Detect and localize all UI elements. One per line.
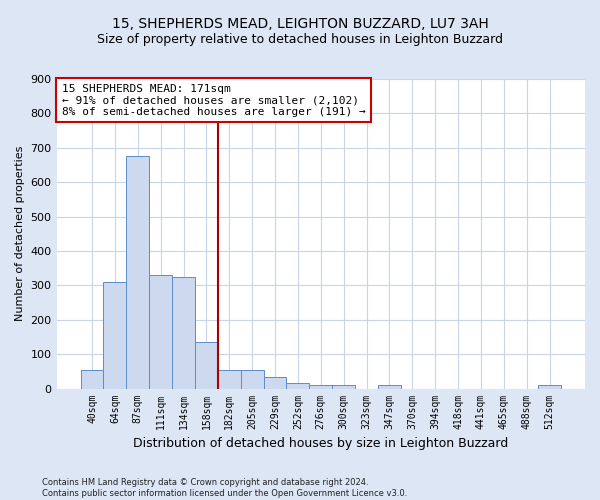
Bar: [378, 385, 401, 388]
Bar: [263, 376, 286, 388]
Bar: [332, 385, 355, 388]
X-axis label: Distribution of detached houses by size in Leighton Buzzard: Distribution of detached houses by size …: [133, 437, 508, 450]
Bar: [538, 385, 561, 388]
Text: Contains HM Land Registry data © Crown copyright and database right 2024.
Contai: Contains HM Land Registry data © Crown c…: [42, 478, 407, 498]
Text: Size of property relative to detached houses in Leighton Buzzard: Size of property relative to detached ho…: [97, 32, 503, 46]
Bar: [310, 385, 332, 388]
Bar: [218, 370, 241, 388]
Bar: [286, 384, 310, 388]
Bar: [241, 370, 263, 388]
Bar: [195, 342, 218, 388]
Bar: [103, 282, 127, 389]
Y-axis label: Number of detached properties: Number of detached properties: [15, 146, 25, 322]
Bar: [127, 156, 149, 388]
Bar: [80, 370, 103, 388]
Text: 15, SHEPHERDS MEAD, LEIGHTON BUZZARD, LU7 3AH: 15, SHEPHERDS MEAD, LEIGHTON BUZZARD, LU…: [112, 18, 488, 32]
Bar: [172, 277, 195, 388]
Bar: [149, 275, 172, 388]
Text: 15 SHEPHERDS MEAD: 171sqm
← 91% of detached houses are smaller (2,102)
8% of sem: 15 SHEPHERDS MEAD: 171sqm ← 91% of detac…: [62, 84, 365, 117]
